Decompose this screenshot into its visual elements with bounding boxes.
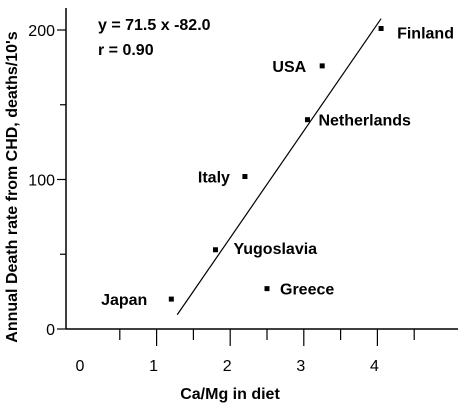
y-tick-labels: 0 100 200 [28, 23, 55, 339]
x-tick-label: 4 [370, 358, 379, 375]
data-points [168, 26, 384, 302]
x-tick-label: 3 [296, 358, 305, 375]
data-point [212, 247, 218, 253]
y-tick-label: 100 [28, 173, 55, 190]
x-tick-labels: 0 1 2 3 4 [76, 358, 379, 375]
x-tick-label: 2 [223, 358, 232, 375]
data-point [304, 117, 310, 123]
y-axis-title: Annual Death rate from CHD, deaths/10's [4, 31, 21, 343]
data-point [264, 286, 270, 292]
data-point-labels: Japan Yugoslavia Greece Italy Netherlands USA… [101, 26, 454, 310]
x-tick-label: 0 [76, 358, 85, 375]
x-tick-label: 1 [149, 358, 158, 375]
data-point [242, 174, 248, 180]
point-label: Japan [101, 292, 147, 309]
data-point [168, 296, 174, 302]
r-annotation: r = 0.90 [98, 42, 154, 59]
equation-annotation: y = 71.5 x -82.0 [98, 17, 211, 34]
point-label: USA [272, 59, 306, 76]
y-tick-label: 200 [28, 23, 55, 40]
point-label: Finland [397, 26, 454, 43]
point-label: Yugoslavia [233, 241, 317, 258]
x-ticks [119, 329, 415, 346]
point-label: Greece [280, 282, 334, 299]
regression-line [176, 18, 382, 316]
data-point [378, 26, 384, 32]
data-point [319, 63, 325, 69]
point-label: Italy [198, 170, 230, 187]
y-tick-label: 0 [46, 322, 55, 339]
y-ticks [57, 29, 66, 330]
x-axis-title: Ca/Mg in diet [180, 386, 280, 403]
point-label: Netherlands [318, 113, 411, 130]
